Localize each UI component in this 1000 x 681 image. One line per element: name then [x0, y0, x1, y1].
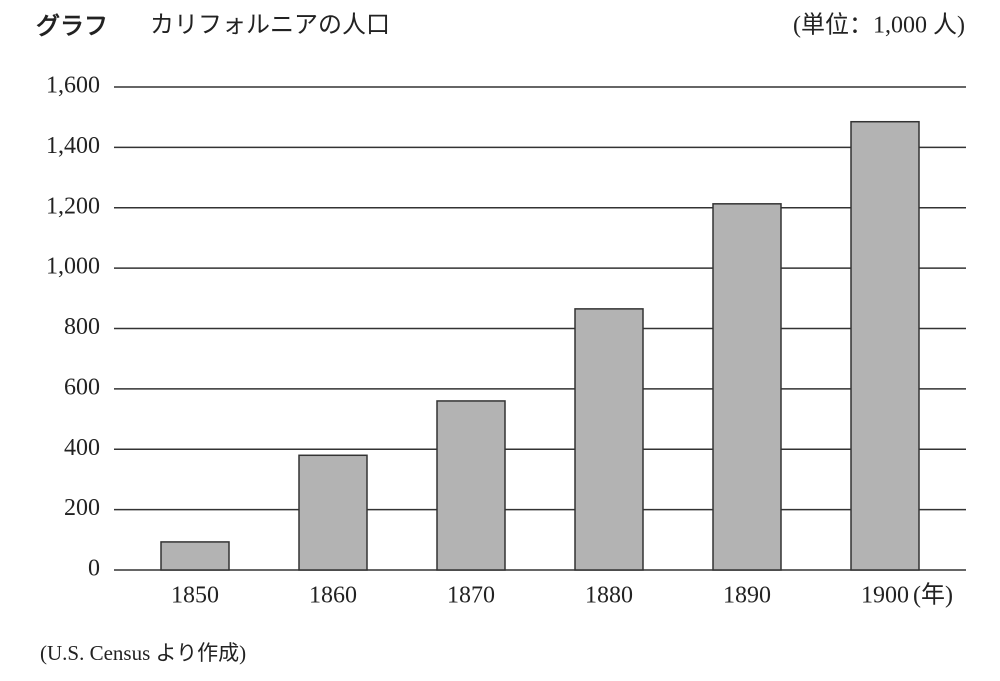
bar	[298, 454, 368, 571]
source: (U.S. Census より作成)	[40, 641, 246, 665]
bar	[436, 400, 506, 571]
bar	[712, 203, 782, 571]
x-tick-label: 1870	[447, 583, 495, 609]
y-tick-label: 1,200	[46, 193, 100, 219]
y-tick-label: 0	[88, 556, 100, 582]
x-tick-label: 1850	[171, 583, 219, 609]
y-tick-label: 400	[64, 435, 100, 461]
y-tick-label: 1,400	[46, 133, 100, 159]
unit-label: (単位：1,000 人)	[793, 12, 965, 39]
y-tick-label: 1,600	[46, 73, 100, 99]
y-tick-label: 800	[64, 314, 100, 340]
chart-title: カリフォルニアの人口	[150, 13, 390, 39]
x-tick-label: 1880	[585, 583, 633, 609]
y-tick-label: 600	[64, 374, 100, 400]
x-tick-label: 1860	[309, 583, 357, 609]
bar	[850, 120, 920, 571]
x-tick-label: 1890	[723, 583, 771, 609]
y-tick-label: 1,000	[46, 254, 100, 280]
y-tick-label: 200	[64, 495, 100, 521]
x-tick-label: 1900	[861, 583, 909, 609]
x-axis-label: (年)	[913, 582, 953, 609]
figure-label: グラフ	[36, 12, 108, 40]
bar	[574, 308, 644, 571]
bar	[160, 541, 230, 571]
